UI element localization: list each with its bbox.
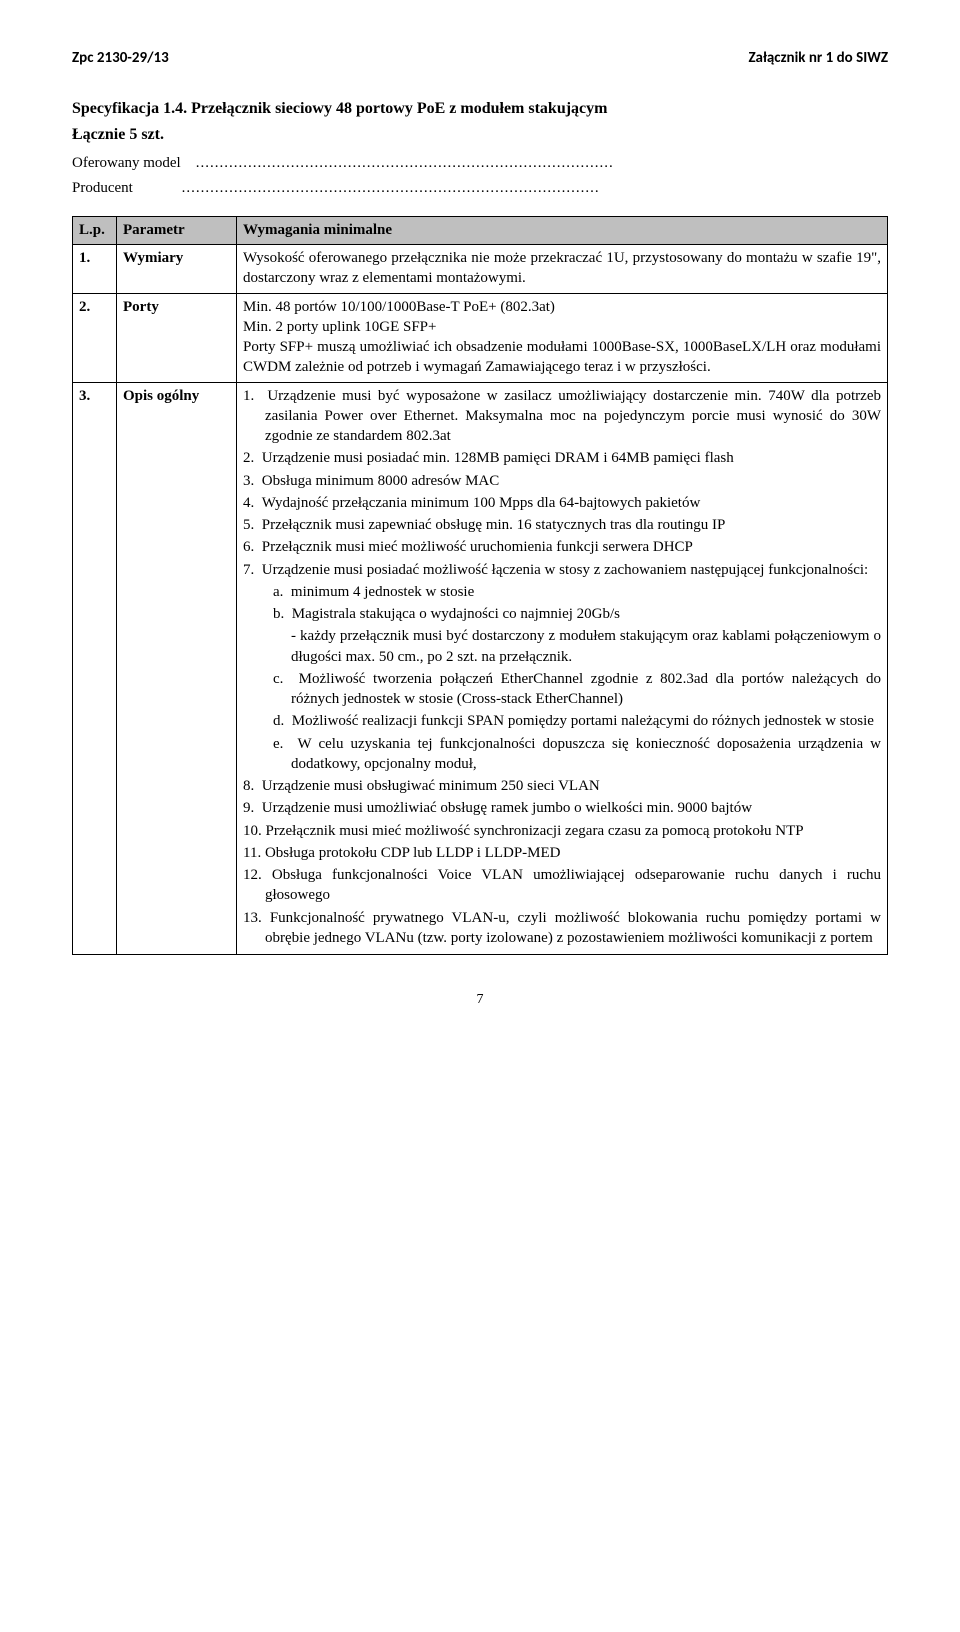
cell-req: 1. Urządzenie musi być wyposażone w zasi… (237, 382, 888, 955)
header-left: Zpc 2130-29/13 (72, 48, 169, 68)
cell-req: Wysokość oferowanego przełącznika nie mo… (237, 245, 888, 294)
dots: ........................................… (196, 155, 614, 171)
spec-table: L.p. Parametr Wymagania minimalne 1. Wym… (72, 216, 888, 955)
page-header: Zpc 2130-29/13 Załącznik nr 1 do SIWZ (72, 48, 888, 68)
cell-req: Min. 48 portów 10/100/1000Base-T PoE+ (8… (237, 293, 888, 382)
producer-row: Producent ..............................… (72, 178, 888, 198)
header-right: Załącznik nr 1 do SIWZ (748, 48, 888, 68)
dots: ........................................… (182, 180, 600, 196)
cell-param: Porty (117, 293, 237, 382)
cell-param: Wymiary (117, 245, 237, 294)
table-row: 1. Wymiary Wysokość oferowanego przełącz… (73, 245, 888, 294)
table-row: 3. Opis ogólny 1. Urządzenie musi być wy… (73, 382, 888, 955)
page-number: 7 (72, 991, 888, 1010)
cell-lp: 3. (73, 382, 117, 955)
spec-subtitle: Łącznie 5 szt. (72, 124, 888, 146)
cell-lp: 2. (73, 293, 117, 382)
th-req: Wymagania minimalne (237, 216, 888, 244)
cell-param: Opis ogólny (117, 382, 237, 955)
offered-model-label: Oferowany model (72, 155, 181, 171)
offered-model-row: Oferowany model ........................… (72, 153, 888, 173)
table-header-row: L.p. Parametr Wymagania minimalne (73, 216, 888, 244)
th-lp: L.p. (73, 216, 117, 244)
spec-title: Specyfikacja 1.4. Przełącznik sieciowy 4… (72, 98, 888, 120)
producer-label: Producent (72, 180, 133, 196)
th-param: Parametr (117, 216, 237, 244)
table-row: 2. Porty Min. 48 portów 10/100/1000Base-… (73, 293, 888, 382)
cell-lp: 1. (73, 245, 117, 294)
